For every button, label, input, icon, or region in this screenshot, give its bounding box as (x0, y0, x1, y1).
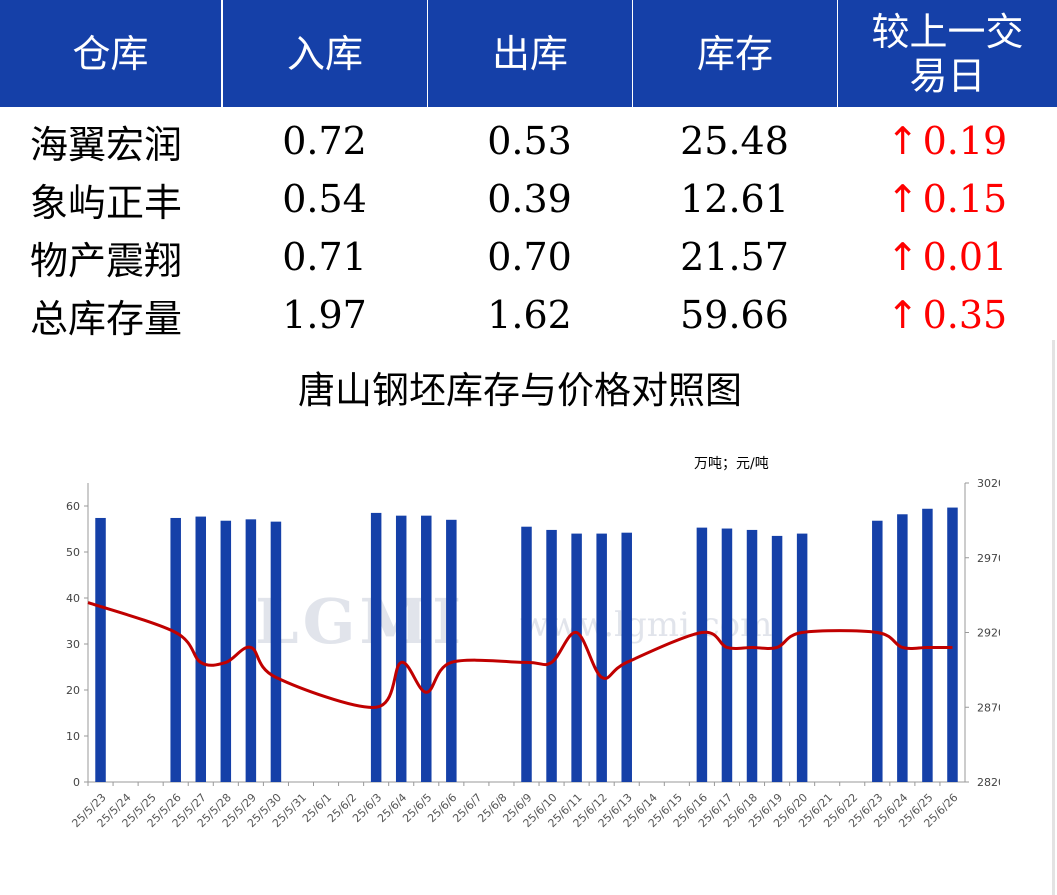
row-0-in: 0.72 (282, 119, 367, 163)
row-0-name: 海翼宏润 (30, 122, 183, 167)
row-2-out: 0.70 (487, 235, 572, 279)
y-right-tick-label: 3020 (977, 477, 1000, 490)
row-0-stock: 25.48 (680, 119, 789, 163)
row-1-in: 0.54 (282, 177, 367, 221)
bar (947, 507, 958, 782)
up-arrow-icon: ↑ (886, 119, 919, 163)
chart-title: 唐山钢坯库存与价格对照图 (298, 369, 742, 412)
bar (446, 519, 457, 782)
header-0: 仓库 (0, 0, 221, 107)
bar (220, 520, 232, 782)
header-1: 入库 (222, 0, 427, 107)
price-line (87, 601, 953, 709)
y-left-tick-label: 60 (66, 500, 80, 513)
bar (571, 533, 582, 782)
change-value: 0.15 (922, 177, 1008, 221)
row-3-name: 总库存量 (30, 296, 183, 341)
bar (746, 529, 758, 782)
bar (195, 516, 207, 782)
bar (696, 527, 708, 782)
bar (395, 515, 407, 782)
row-1-name: 象屿正丰 (30, 180, 183, 225)
bar (245, 519, 257, 782)
bar (95, 517, 106, 782)
bar (270, 521, 282, 782)
bar (370, 512, 382, 782)
bar (170, 517, 181, 782)
y-left-tick-label: 40 (66, 592, 80, 605)
change-value: 0.01 (922, 235, 1008, 279)
up-arrow-icon: ↑ (886, 235, 919, 279)
row-1-change: ↑ 0.15 (837, 170, 1057, 228)
y-right-tick-label: 2820 (977, 776, 1000, 789)
bar (521, 526, 532, 782)
y-left-tick-label: 20 (66, 684, 80, 697)
up-arrow-icon: ↑ (886, 293, 919, 337)
row-2-name: 物产震翔 (30, 238, 183, 283)
change-value: 0.35 (922, 293, 1008, 337)
bar (546, 529, 557, 782)
header-3: 库存 (632, 0, 837, 107)
y-right-tick-label: 2920 (977, 627, 1000, 640)
y-right-tick-label: 2870 (977, 701, 1000, 714)
frame-border (1052, 340, 1055, 895)
y-left-tick-label: 30 (66, 638, 80, 651)
y-left-tick-label: 50 (66, 546, 80, 559)
row-1-stock: 12.61 (680, 177, 789, 221)
unit-label: 万吨；元/吨 (694, 456, 769, 472)
y-left-tick-label: 10 (66, 730, 80, 743)
row-0-change: ↑ 0.19 (837, 112, 1057, 170)
y-right-tick-label: 2970 (977, 552, 1000, 565)
row-2-in: 0.71 (282, 235, 367, 279)
bar (771, 535, 783, 782)
row-1-out: 0.39 (487, 177, 572, 221)
header-4: 较上一交易日 (837, 0, 1057, 107)
row-0-out: 0.53 (487, 119, 572, 163)
bar (596, 533, 607, 782)
bar (621, 532, 632, 782)
bar (796, 533, 808, 782)
row-2-change: ↑ 0.01 (837, 228, 1057, 286)
up-arrow-icon: ↑ (886, 177, 919, 221)
row-3-change: ↑ 0.35 (837, 286, 1057, 344)
row-2-stock: 21.57 (680, 235, 789, 279)
y-left-tick-label: 0 (73, 776, 80, 789)
row-3-in: 1.97 (282, 293, 367, 337)
bar (922, 508, 933, 782)
header-2: 出库 (427, 0, 632, 107)
chart: 01020304050602820287029202970302025/5/23… (66, 477, 1000, 830)
row-3-stock: 59.66 (680, 293, 789, 337)
bar (421, 515, 432, 782)
row-3-out: 1.62 (487, 293, 572, 337)
change-value: 0.19 (922, 119, 1008, 163)
bar (721, 528, 733, 782)
bar (872, 520, 883, 782)
